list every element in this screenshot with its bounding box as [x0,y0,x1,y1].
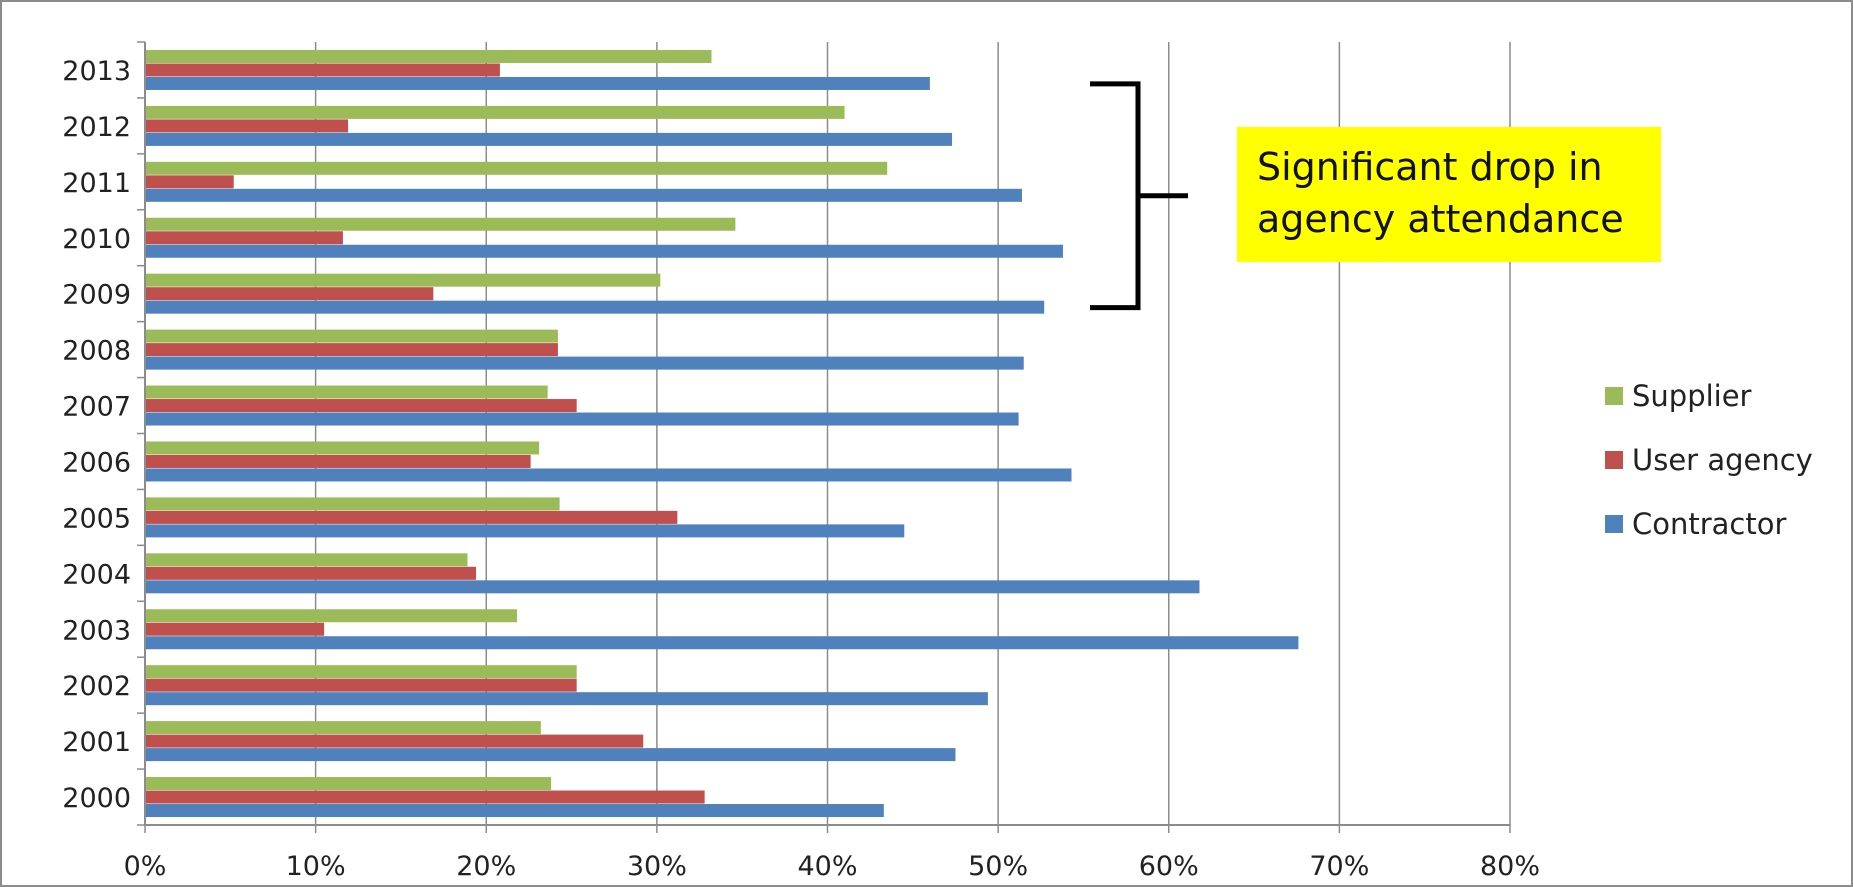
bar-user-agency-2007 [145,399,577,413]
bar-supplier-2013 [145,49,712,63]
bar-supplier-2004 [145,553,468,567]
bar-user-agency-2009 [145,287,434,301]
bar-contractor-2010 [145,244,1063,258]
bar-user-agency-2004 [145,566,477,580]
bar-user-agency-2010 [145,231,343,245]
annotation-line-2: agency attendance [1257,197,1624,241]
x-tick-label: 20% [456,851,516,882]
bar-contractor-2007 [145,412,1019,426]
legend-swatch-contractor [1605,515,1623,533]
bar-user-agency-2011 [145,175,234,189]
bar-contractor-2012 [145,132,953,146]
bar-supplier-2008 [145,329,558,343]
bar-contractor-2003 [145,636,1299,650]
y-tick-label: 2008 [62,336,131,367]
bar-contractor-2009 [145,300,1045,314]
bar-user-agency-2003 [145,622,325,636]
annotation-line-1: Significant drop in [1257,145,1603,189]
y-tick-label: 2009 [62,280,131,311]
bar-contractor-2001 [145,748,956,762]
x-tick-label: 10% [286,851,346,882]
bar-contractor-2011 [145,188,1023,202]
bar-supplier-2000 [145,777,552,791]
bar-contractor-2013 [145,76,930,90]
bar-user-agency-2002 [145,678,577,692]
y-tick-label: 2000 [62,783,131,814]
bar-contractor-2005 [145,524,905,538]
y-tick-label: 2013 [62,56,131,87]
legend-label-supplier: Supplier [1632,379,1752,413]
bar-user-agency-2008 [145,343,558,357]
bar-user-agency-2013 [145,63,500,77]
bar-contractor-2000 [145,804,884,818]
y-tick-label: 2001 [62,727,131,758]
annotation-bracket [1090,81,1188,311]
bar-contractor-2008 [145,356,1024,370]
bar-user-agency-2005 [145,510,678,524]
y-tick-label: 2003 [62,615,131,646]
bar-user-agency-2001 [145,734,644,748]
x-tick-label: 30% [627,851,687,882]
bar-supplier-2005 [145,497,560,511]
bar-user-agency-2012 [145,119,349,133]
bar-supplier-2006 [145,441,540,455]
legend-label-user-agency: User agency [1632,443,1813,477]
bar-supplier-2012 [145,105,845,119]
bar-supplier-2011 [145,161,888,175]
y-tick-label: 2010 [62,224,131,255]
bar-supplier-2002 [145,665,577,679]
bar-supplier-2003 [145,609,517,623]
bar-supplier-2009 [145,273,661,287]
bar-contractor-2006 [145,468,1072,482]
y-tick-label: 2006 [62,447,131,478]
bar-user-agency-2006 [145,454,531,468]
x-tick-label: 0% [124,851,167,882]
legend-swatch-user-agency [1605,451,1623,469]
bar-supplier-2010 [145,217,736,231]
x-tick-label: 70% [1309,851,1369,882]
x-tick-label: 80% [1480,851,1540,882]
legend-swatch-supplier [1605,387,1623,405]
y-tick-label: 2002 [62,671,131,702]
bar-contractor-2002 [145,692,988,706]
bars [145,49,1299,818]
bar-contractor-2004 [145,580,1200,594]
y-tick-label: 2005 [62,503,131,534]
legend-label-contractor: Contractor [1632,507,1786,541]
legend: Supplier User agency Contractor [1605,379,1813,541]
x-tick-label: 40% [797,851,857,882]
y-tick-label: 2004 [62,559,131,590]
x-tick-label: 60% [1139,851,1199,882]
axes: 0% 10% 20% 30% 40% 50% 60% 70% 80% 2000 2001 2002 20… [62,41,1540,882]
y-tick-label: 2007 [62,392,131,423]
bar-user-agency-2000 [145,790,705,804]
annotation-callout: Significant drop in agency attendance [1237,127,1661,262]
y-tick-label: 2011 [62,168,131,199]
x-tick-label: 50% [968,851,1028,882]
y-tick-label: 2012 [62,112,131,143]
bar-supplier-2001 [145,721,541,735]
bar-supplier-2007 [145,385,548,399]
